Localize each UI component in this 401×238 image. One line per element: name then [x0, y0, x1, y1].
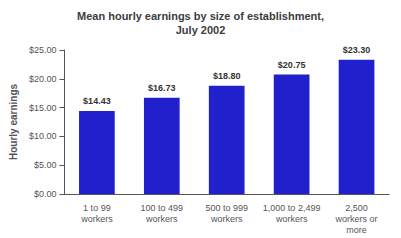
svg-text:$23.30: $23.30 [343, 45, 371, 55]
svg-text:more: more [346, 225, 367, 235]
svg-text:workers: workers [145, 214, 178, 224]
svg-text:$20.75: $20.75 [278, 60, 306, 70]
svg-text:workers: workers [210, 214, 243, 224]
svg-text:$20.00: $20.00 [29, 74, 57, 84]
svg-text:$5.00: $5.00 [34, 160, 57, 170]
svg-text:$15.00: $15.00 [29, 103, 57, 113]
svg-text:1,000 to 2,499: 1,000 to 2,499 [263, 203, 321, 213]
svg-text:Mean hourly earnings by size o: Mean hourly earnings by size of establis… [77, 10, 324, 22]
svg-text:workers or: workers or [335, 214, 378, 224]
svg-text:July 2002: July 2002 [176, 24, 226, 36]
svg-text:Hourly earnings: Hourly earnings [8, 84, 19, 161]
svg-text:100 to 499: 100 to 499 [141, 203, 184, 213]
svg-text:2,500: 2,500 [345, 203, 368, 213]
svg-text:workers: workers [80, 214, 113, 224]
svg-text:$18.80: $18.80 [213, 71, 241, 81]
svg-text:1 to 99: 1 to 99 [83, 203, 111, 213]
svg-text:$14.43: $14.43 [83, 96, 111, 106]
svg-text:500 to 999: 500 to 999 [205, 203, 248, 213]
svg-text:workers: workers [275, 214, 308, 224]
svg-text:$10.00: $10.00 [29, 131, 57, 141]
svg-text:$16.73: $16.73 [148, 83, 176, 93]
svg-text:$0.00: $0.00 [34, 189, 57, 199]
svg-text:$25.00: $25.00 [29, 45, 57, 55]
